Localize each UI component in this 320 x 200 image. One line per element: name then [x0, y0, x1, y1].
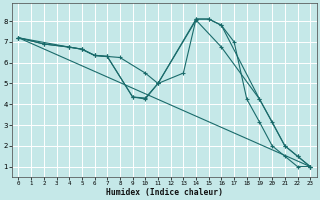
- X-axis label: Humidex (Indice chaleur): Humidex (Indice chaleur): [106, 188, 223, 197]
